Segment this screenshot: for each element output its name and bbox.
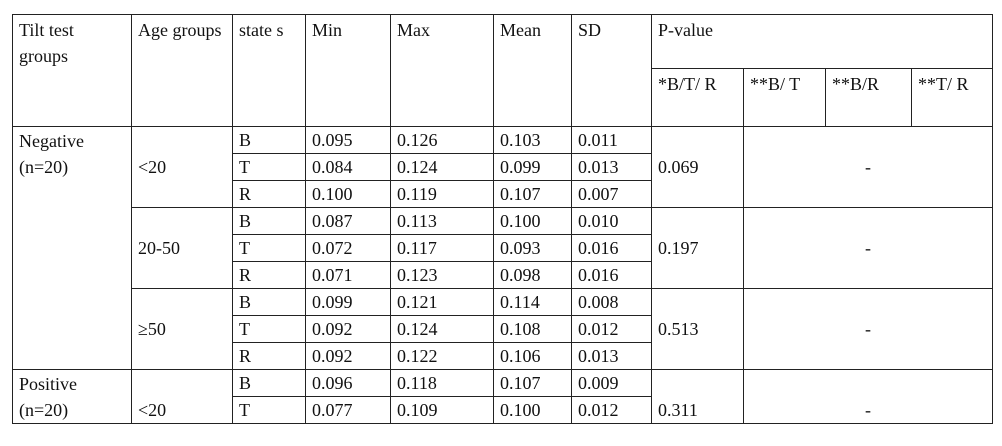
state-cell: T: [232, 315, 306, 343]
table-row: R 0.071 0.123 0.098 0.016: [13, 261, 993, 289]
p-value-btr-cell: 0.069: [651, 126, 744, 208]
header-max: Max: [390, 14, 494, 127]
min-cell: 0.077: [305, 396, 391, 424]
header-age-groups: Age groups: [131, 14, 233, 127]
sd-cell: 0.013: [571, 342, 652, 370]
state-cell: T: [232, 396, 306, 424]
sd-cell: 0.016: [571, 234, 652, 262]
header-p-value: P-value: [651, 14, 993, 69]
max-cell: 0.118: [390, 369, 494, 397]
header-min: Min: [305, 14, 391, 127]
table-row: ≥50 B 0.099 0.121 0.114 0.008 0.513-: [13, 288, 993, 370]
age-group-cell: 20-50: [131, 207, 233, 289]
mean-cell: 0.098: [493, 261, 572, 289]
p-value-btr-cell: 0.513: [651, 288, 744, 370]
mean-cell: 0.099: [493, 153, 572, 181]
state-cell: B: [232, 369, 306, 397]
p-value-pairwise-cell: -: [743, 207, 993, 289]
min-cell: 0.072: [305, 234, 391, 262]
min-cell: 0.092: [305, 342, 391, 370]
table-row: T 0.084 0.124 0.099 0.013: [13, 153, 993, 181]
statistics-table: Tilt test groups Age groups state s Min …: [12, 14, 993, 424]
max-cell: 0.124: [390, 315, 494, 343]
table-row: Positive (n=20) <20 B 0.096 0.118 0.107 0.009 0…: [12, 369, 993, 424]
state-cell: R: [232, 180, 306, 208]
max-cell: 0.117: [390, 234, 494, 262]
mean-cell: 0.108: [493, 315, 572, 343]
header-states: state s: [232, 14, 306, 127]
p-value-btr-cell: 0.197: [651, 207, 744, 289]
p-value-pairwise-cell: -: [743, 369, 993, 424]
sd-cell: 0.013: [571, 153, 652, 181]
age-group-cell: <20: [131, 126, 233, 208]
header-tilt-groups: Tilt test groups: [12, 14, 132, 127]
state-cell: T: [232, 234, 306, 262]
max-cell: 0.113: [390, 207, 494, 235]
state-cell: B: [232, 207, 306, 235]
min-cell: 0.095: [305, 126, 391, 154]
state-cell: B: [232, 288, 306, 316]
mean-cell: 0.103: [493, 126, 572, 154]
max-cell: 0.119: [390, 180, 494, 208]
header-sd: SD: [571, 14, 652, 127]
max-cell: 0.121: [390, 288, 494, 316]
state-cell: R: [232, 342, 306, 370]
state-cell: R: [232, 261, 306, 289]
max-cell: 0.109: [390, 396, 494, 424]
header-p-tr: **T/ R: [911, 68, 993, 127]
state-cell: T: [232, 153, 306, 181]
mean-cell: 0.093: [493, 234, 572, 262]
p-value-btr-cell: 0.311: [651, 369, 744, 424]
age-group-cell: <20: [131, 369, 233, 424]
tilt-group-cell: Negative (n=20): [12, 126, 132, 370]
max-cell: 0.126: [390, 126, 494, 154]
min-cell: 0.099: [305, 288, 391, 316]
mean-cell: 0.107: [493, 180, 572, 208]
sd-cell: 0.007: [571, 180, 652, 208]
min-cell: 0.100: [305, 180, 391, 208]
mean-cell: 0.100: [493, 207, 572, 235]
table-row: 20-50 B 0.087 0.113 0.100 0.010 0.197-: [13, 207, 993, 289]
header-p-btr: *B/T/ R: [651, 68, 744, 127]
min-cell: 0.071: [305, 261, 391, 289]
min-cell: 0.092: [305, 315, 391, 343]
state-cell: B: [232, 126, 306, 154]
mean-cell: 0.114: [493, 288, 572, 316]
sd-cell: 0.012: [571, 396, 652, 424]
table-row: Negative (n=20) <20 B 0.095 0.126 0.103 0.011 0…: [12, 126, 993, 370]
table-row: R 0.100 0.119 0.107 0.007: [13, 180, 993, 208]
sd-cell: 0.008: [571, 288, 652, 316]
sd-cell: 0.016: [571, 261, 652, 289]
age-group-cell: ≥50: [131, 288, 233, 370]
table-row: T 0.077 0.109 0.100 0.012: [13, 396, 993, 424]
p-value-pairwise-cell: -: [743, 288, 993, 370]
max-cell: 0.124: [390, 153, 494, 181]
header-p-bt: **B/ T: [743, 68, 826, 127]
mean-cell: 0.107: [493, 369, 572, 397]
mean-cell: 0.100: [493, 396, 572, 424]
p-value-pairwise-cell: -: [743, 126, 993, 208]
min-cell: 0.084: [305, 153, 391, 181]
min-cell: 0.096: [305, 369, 391, 397]
sd-cell: 0.009: [571, 369, 652, 397]
sd-cell: 0.011: [571, 126, 652, 154]
mean-cell: 0.106: [493, 342, 572, 370]
max-cell: 0.122: [390, 342, 494, 370]
max-cell: 0.123: [390, 261, 494, 289]
header-mean: Mean: [493, 14, 572, 127]
tilt-group-cell: Positive (n=20): [12, 369, 132, 424]
header-p-br: **B/R: [825, 68, 912, 127]
sd-cell: 0.012: [571, 315, 652, 343]
sd-cell: 0.010: [571, 207, 652, 235]
min-cell: 0.087: [305, 207, 391, 235]
